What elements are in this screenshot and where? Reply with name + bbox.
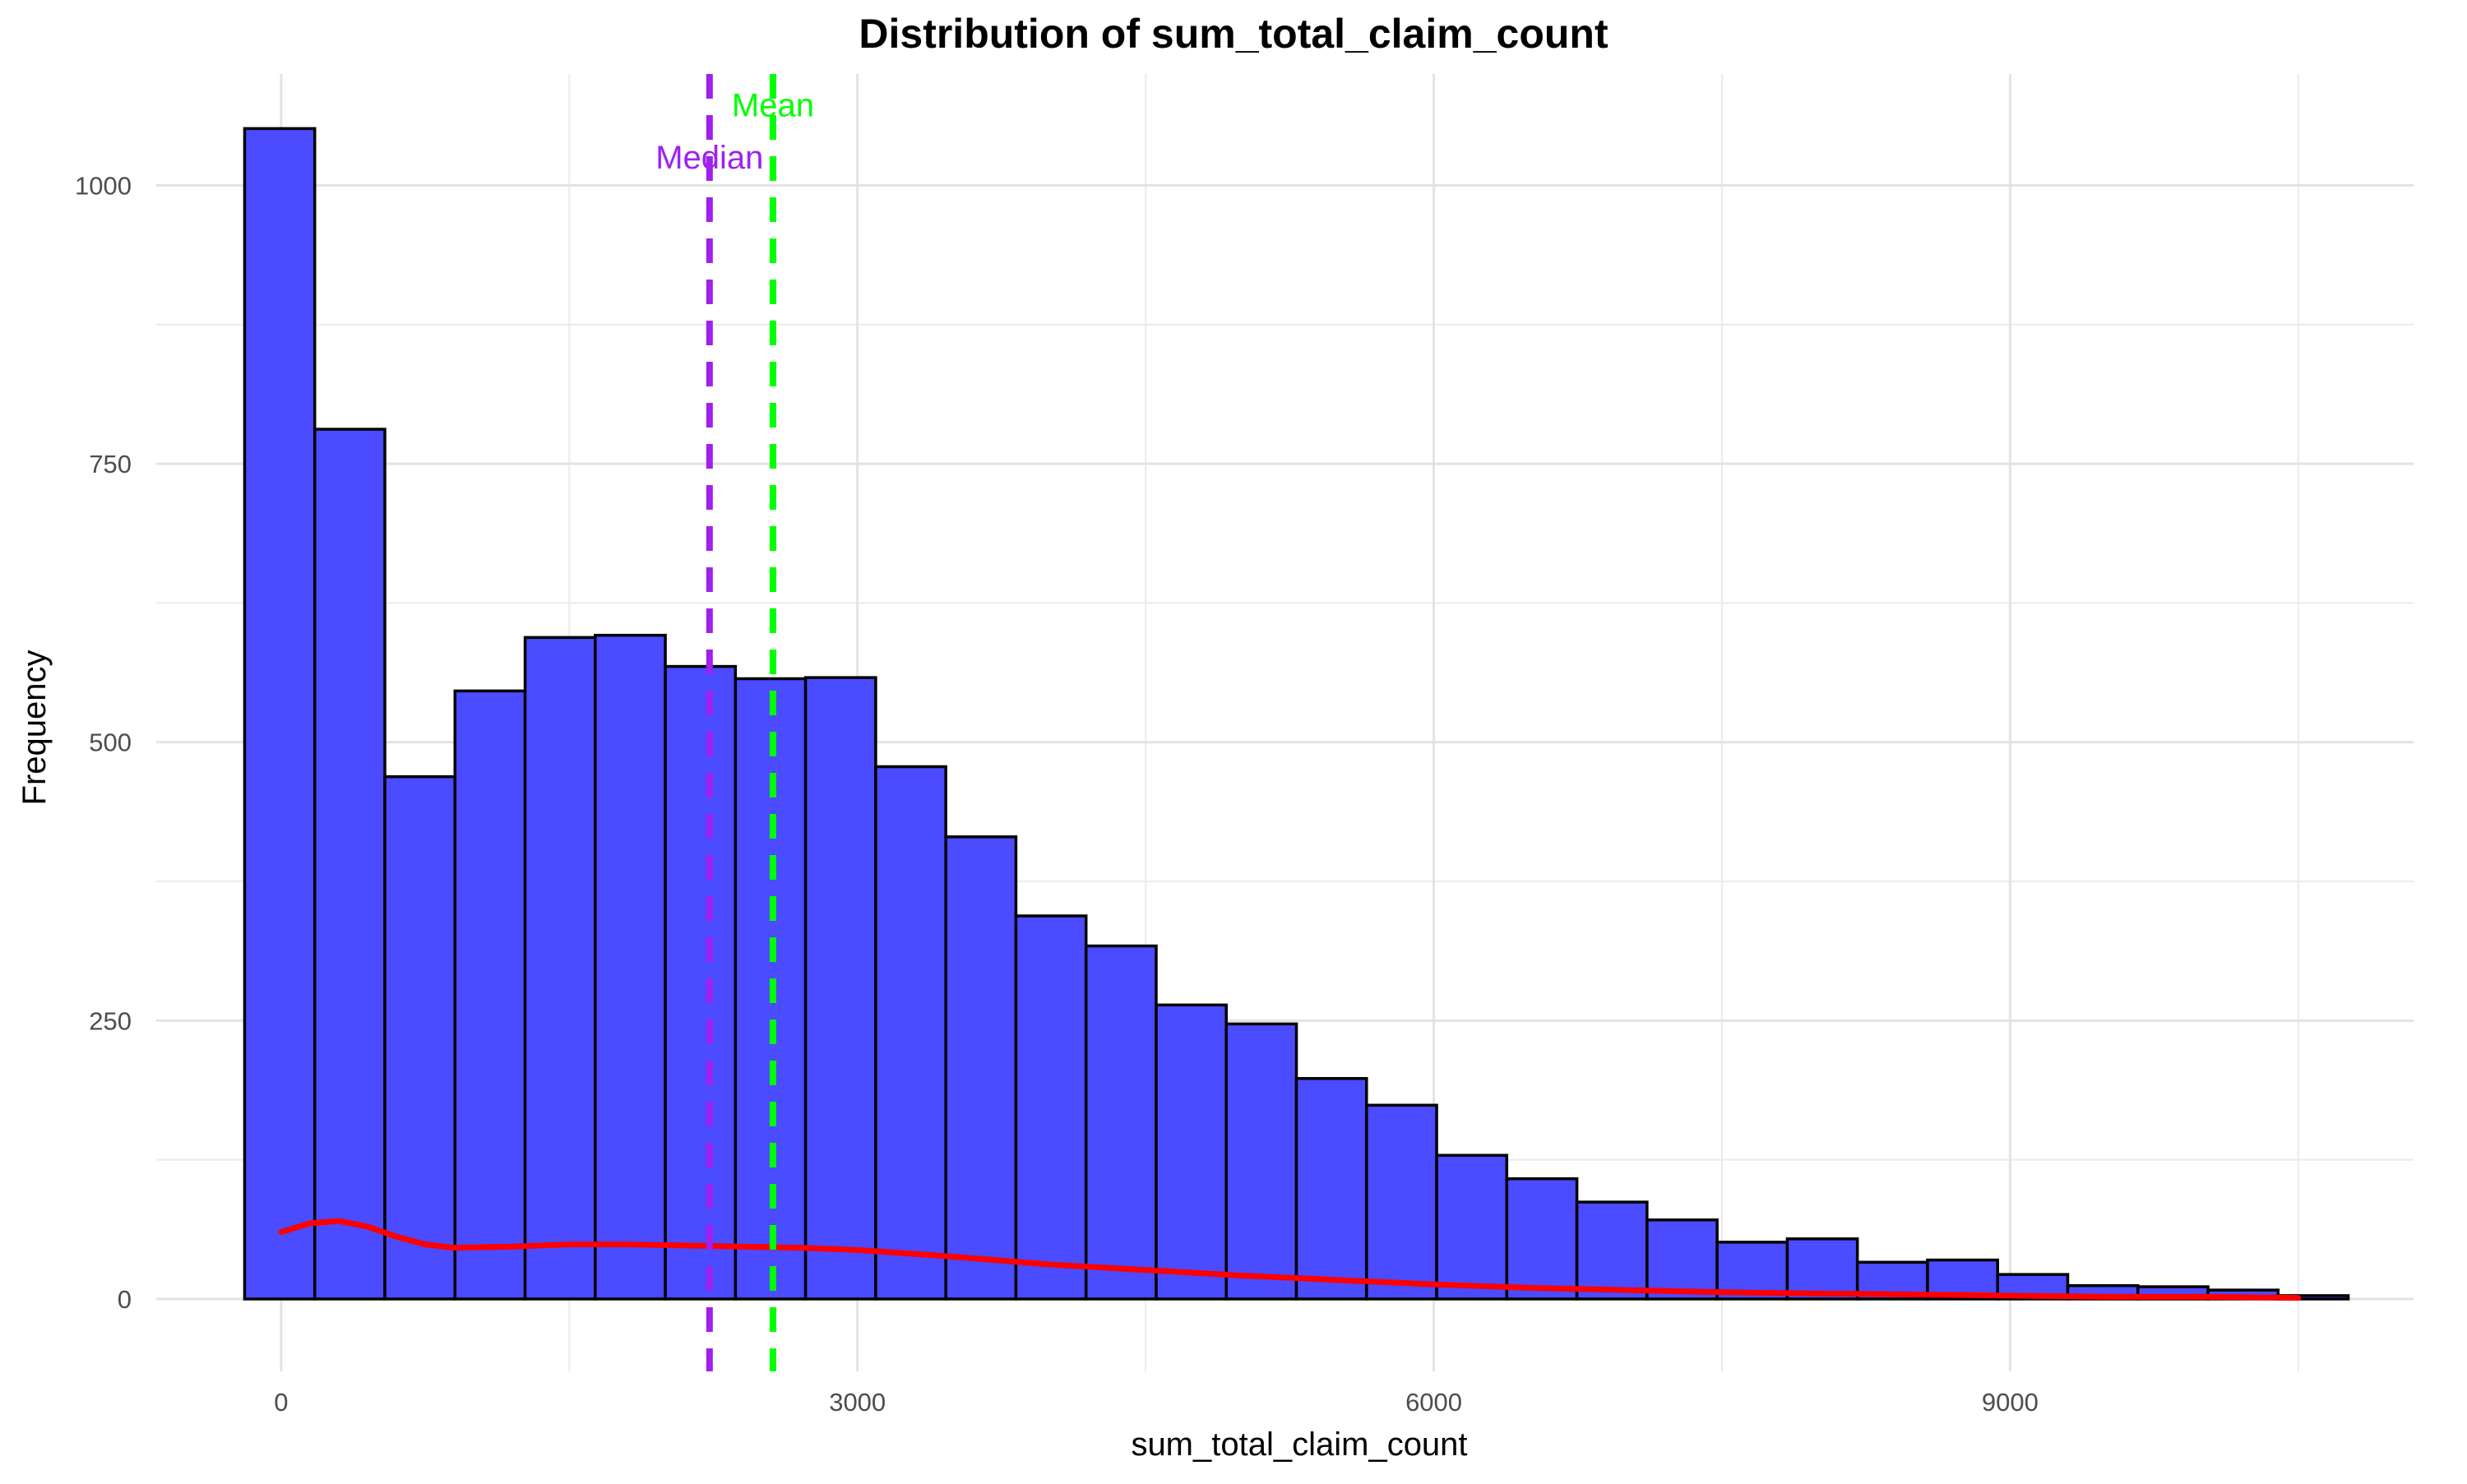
density-curve-group — [278, 1218, 2302, 1301]
histogram-bar — [383, 774, 457, 1301]
reference-label-median: Median — [655, 140, 763, 176]
x-tick-label: 6000 — [1405, 1388, 1462, 1417]
chart-title: Distribution of sum_total_claim_count — [859, 11, 1608, 57]
histogram-bar — [944, 835, 1018, 1301]
histogram-bar — [243, 127, 317, 1301]
histogram-bar — [1575, 1200, 1649, 1301]
y-tick-label: 1000 — [75, 171, 132, 200]
histogram-bar — [803, 676, 877, 1301]
reference-label-mean: Mean — [732, 87, 814, 123]
x-tick-label: 3000 — [829, 1388, 886, 1417]
histogram-bar — [664, 664, 738, 1301]
histogram-bar — [1084, 944, 1158, 1301]
histogram-bar — [1645, 1218, 1719, 1301]
x-tick-label: 9000 — [1982, 1388, 2039, 1417]
histogram-bar — [1505, 1177, 1579, 1301]
histogram-bar — [874, 765, 947, 1301]
histogram-bar — [453, 689, 527, 1301]
histogram-bar — [1014, 914, 1088, 1301]
histogram-bar — [1365, 1103, 1438, 1301]
y-tick-label: 250 — [89, 1006, 132, 1035]
histogram-bar — [594, 633, 667, 1301]
histogram-bar — [1785, 1237, 1859, 1301]
y-axis-label: Frequency — [16, 650, 53, 806]
histogram-bars — [243, 127, 2350, 1301]
histogram-bar — [1294, 1077, 1368, 1301]
y-tick-label: 500 — [89, 728, 132, 757]
axis-ticks: 0 3000 6000 9000 0 250 500 750 1000 — [75, 171, 2039, 1417]
histogram-bar — [523, 636, 597, 1301]
x-axis-label: sum_total_claim_count — [1131, 1426, 1467, 1463]
x-tick-label: 0 — [274, 1388, 288, 1417]
histogram-bar — [1435, 1153, 1509, 1301]
reference-lines: Median Mean — [655, 74, 814, 1371]
histogram-bar — [312, 428, 386, 1301]
histogram-bar — [1155, 1003, 1228, 1301]
histogram-bar — [1224, 1022, 1298, 1301]
y-tick-label: 750 — [89, 450, 132, 478]
density-curve — [278, 1218, 2302, 1301]
y-tick-label: 0 — [118, 1285, 132, 1314]
